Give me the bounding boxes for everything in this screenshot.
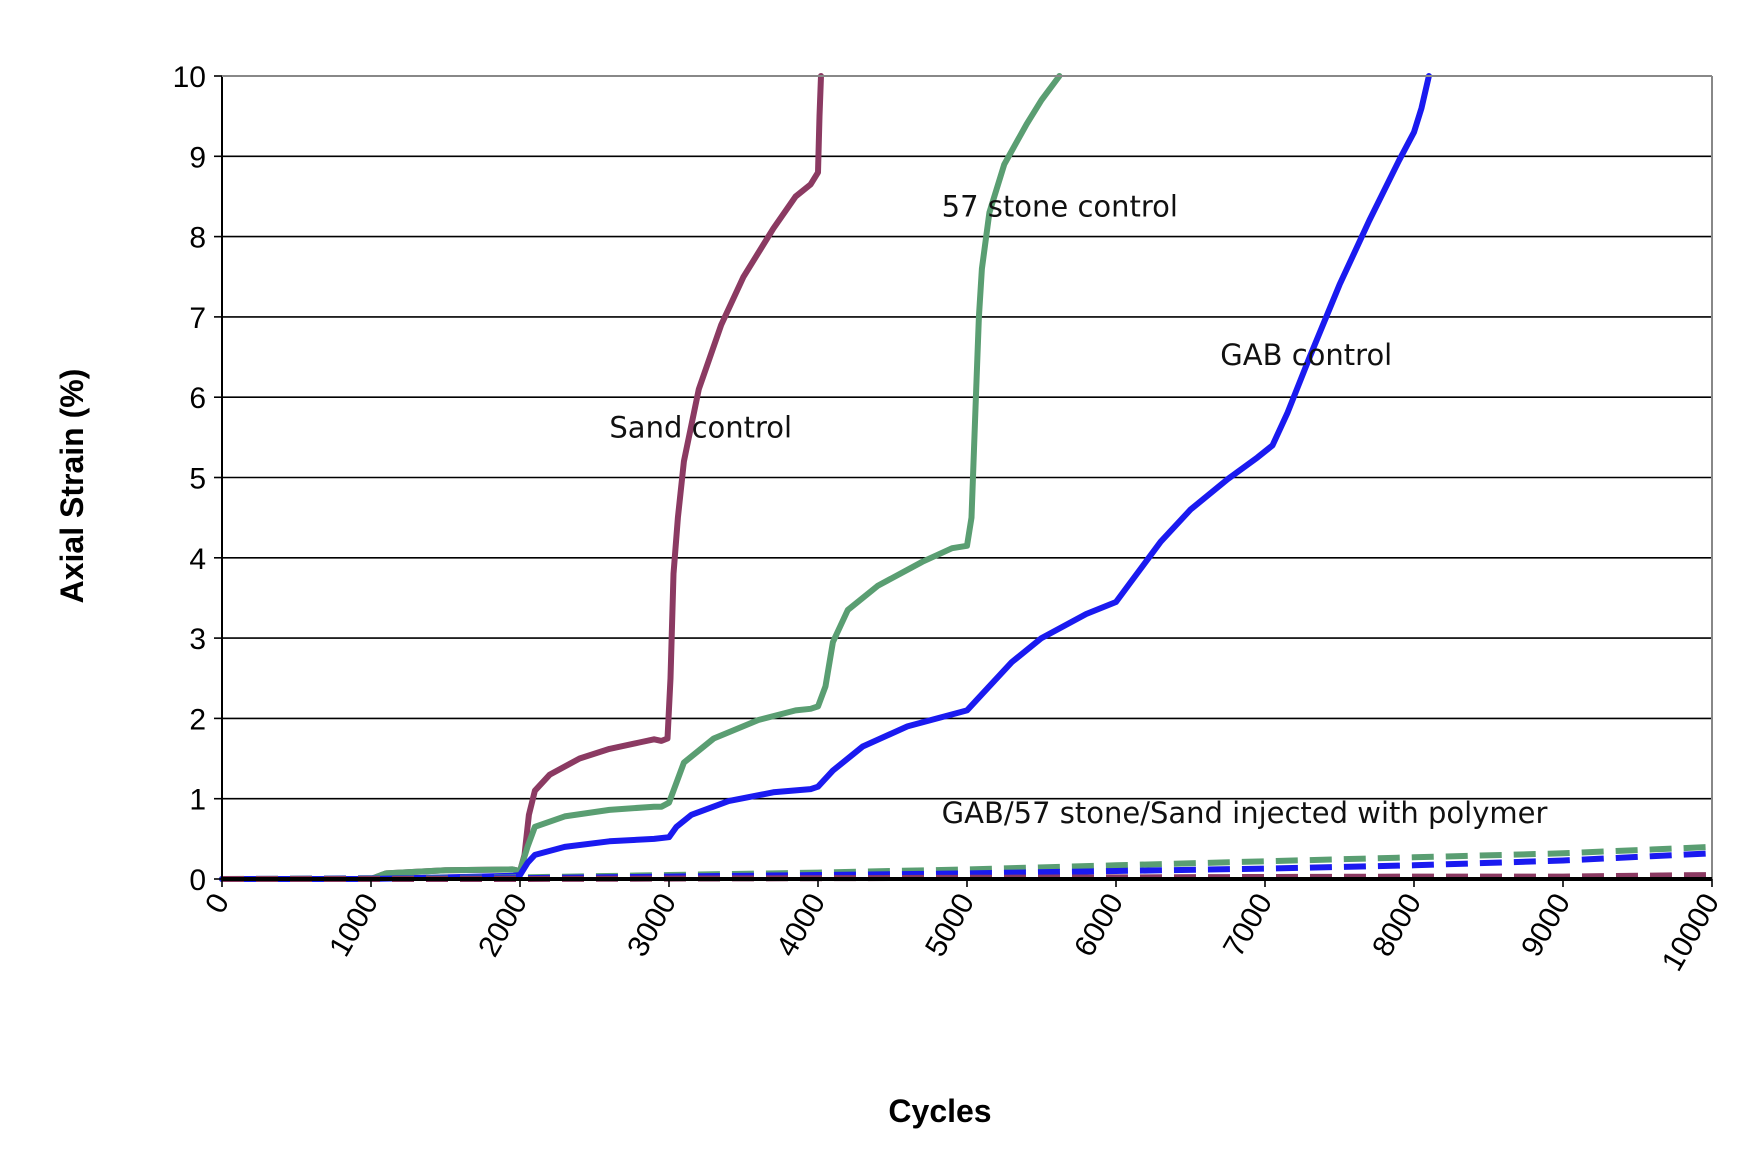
series-line [219, 73, 1063, 882]
y-tick-label: 5 [189, 463, 206, 496]
axes [214, 75, 1713, 887]
y-tick-label: 0 [189, 864, 206, 897]
x-tick-label: 8000 [1366, 888, 1428, 962]
y-tick-label: 3 [189, 623, 206, 656]
y-tick-labels: 0 1 2 3 4 5 6 7 8 9 10 [173, 61, 206, 897]
series-line-dashed [221, 850, 1713, 882]
annotation-label: GAB control [1220, 338, 1392, 372]
x-tick-label: 3000 [621, 888, 683, 962]
series-line-dashed [221, 843, 1713, 882]
y-tick-label: 9 [189, 141, 206, 174]
x-tick-labels: 0 1000 2000 3000 4000 5000 6000 7000 8000 9000 100… [199, 888, 1726, 977]
x-tick-label: 10000 [1656, 888, 1726, 977]
y-tick-label: 8 [189, 222, 206, 255]
y-tick-label: 4 [189, 543, 206, 576]
annotation-label: 57 stone control [942, 190, 1178, 224]
x-tick-label: 5000 [919, 888, 981, 962]
annotations: Sand control 57 stone control GAB control G… [609, 190, 1547, 830]
y-axis-title: Axial Strain (%) [54, 369, 90, 604]
annotation-label: GAB/57 stone/Sand injected with polymer [942, 796, 1548, 830]
y-tick-label: 7 [189, 302, 206, 335]
y-tick-label: 10 [173, 61, 206, 94]
annotation-label: Sand control [609, 410, 792, 444]
y-tick-label: 2 [189, 703, 206, 736]
x-tick-label: 9000 [1515, 888, 1577, 962]
x-tick-label: 0 [199, 888, 236, 919]
x-tick-label: 1000 [323, 888, 385, 962]
series-line [219, 73, 1432, 882]
x-tick-label: 7000 [1217, 888, 1279, 962]
x-tick-label: 2000 [472, 888, 534, 962]
y-tick-label: 1 [189, 784, 206, 817]
x-axis-title: Cycles [888, 1093, 991, 1129]
y-tick-label: 6 [189, 382, 206, 415]
grid-lines [222, 75, 1712, 800]
series-lines [219, 73, 1713, 882]
x-tick-label: 4000 [770, 888, 832, 962]
x-tick-label: 6000 [1068, 888, 1130, 962]
